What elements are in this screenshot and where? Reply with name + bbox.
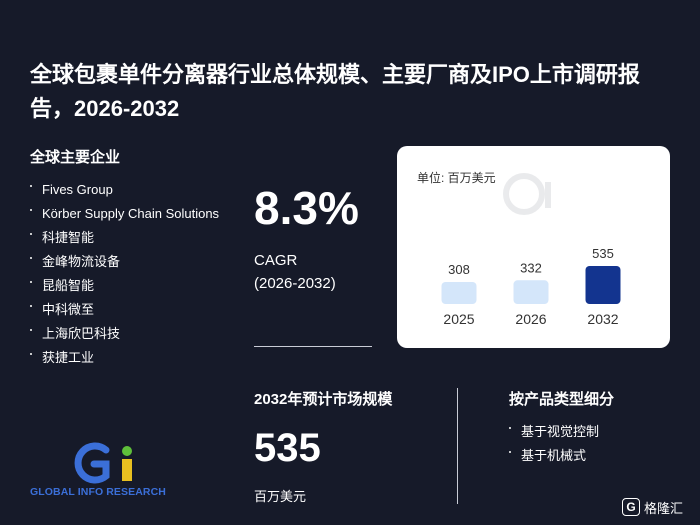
bar-category-label: 2026 <box>515 311 546 327</box>
market-size-unit: 百万美元 <box>254 489 307 504</box>
bar-value-label: 535 <box>592 246 614 261</box>
bar-value-label: 332 <box>520 260 542 275</box>
segments-heading: 按产品类型细分 <box>509 391 615 408</box>
market-bar-chart: 单位: 百万美元 308 2025 332 2026 535 2032 <box>417 170 621 327</box>
company-item: 中科微至 <box>30 298 220 322</box>
bar-value-label: 308 <box>448 262 470 277</box>
page-title: 全球包裹单件分离器行业总体规模、主要厂商及IPO上市调研报告，2026-2032 <box>30 62 640 121</box>
logo-text: GLOBAL INFO RESEARCH <box>30 486 166 498</box>
company-item: 金峰物流设备 <box>30 250 220 274</box>
gi-logo-icon <box>74 442 132 484</box>
bar-category-label: 2025 <box>443 311 474 327</box>
market-chart-card: 单位: 百万美元 308 2025 332 2026 535 2032 <box>397 146 670 348</box>
divider <box>254 346 372 347</box>
segment-list: 基于视觉控制 基于机械式 <box>509 420 599 468</box>
companies-heading: 全球主要企业 <box>30 149 121 166</box>
cagr-label: CAGR <box>254 252 298 269</box>
company-item: Körber Supply Chain Solutions <box>30 202 220 226</box>
market-size-heading: 2032年预计市场规模 <box>254 391 393 408</box>
company-item: 上海欣巴科技 <box>30 322 220 346</box>
gelonghui-watermark: G 格隆汇 <box>622 495 683 519</box>
company-item: 昆船智能 <box>30 274 220 298</box>
company-item: Fives Group <box>30 178 220 202</box>
company-list: Fives Group Körber Supply Chain Solution… <box>30 178 220 370</box>
bar-2025 <box>441 282 477 304</box>
segment-item: 基于视觉控制 <box>509 420 599 444</box>
bar-2032 <box>585 266 621 304</box>
bar-2026 <box>513 280 549 304</box>
segment-item: 基于机械式 <box>509 444 599 468</box>
watermark-logo <box>503 173 551 215</box>
company-item: 科捷智能 <box>30 226 220 250</box>
cagr-period: (2026-2032) <box>254 275 336 292</box>
bar-category-label: 2032 <box>587 311 618 327</box>
cagr-value: 8.3% <box>254 182 359 234</box>
market-size-value: 535 <box>254 426 321 470</box>
vertical-divider <box>457 388 458 504</box>
gelonghui-name: 格隆汇 <box>644 500 684 516</box>
gelonghui-icon: G <box>622 498 640 516</box>
chart-unit-label: 单位: 百万美元 <box>417 170 496 185</box>
company-item: 获捷工业 <box>30 346 220 370</box>
